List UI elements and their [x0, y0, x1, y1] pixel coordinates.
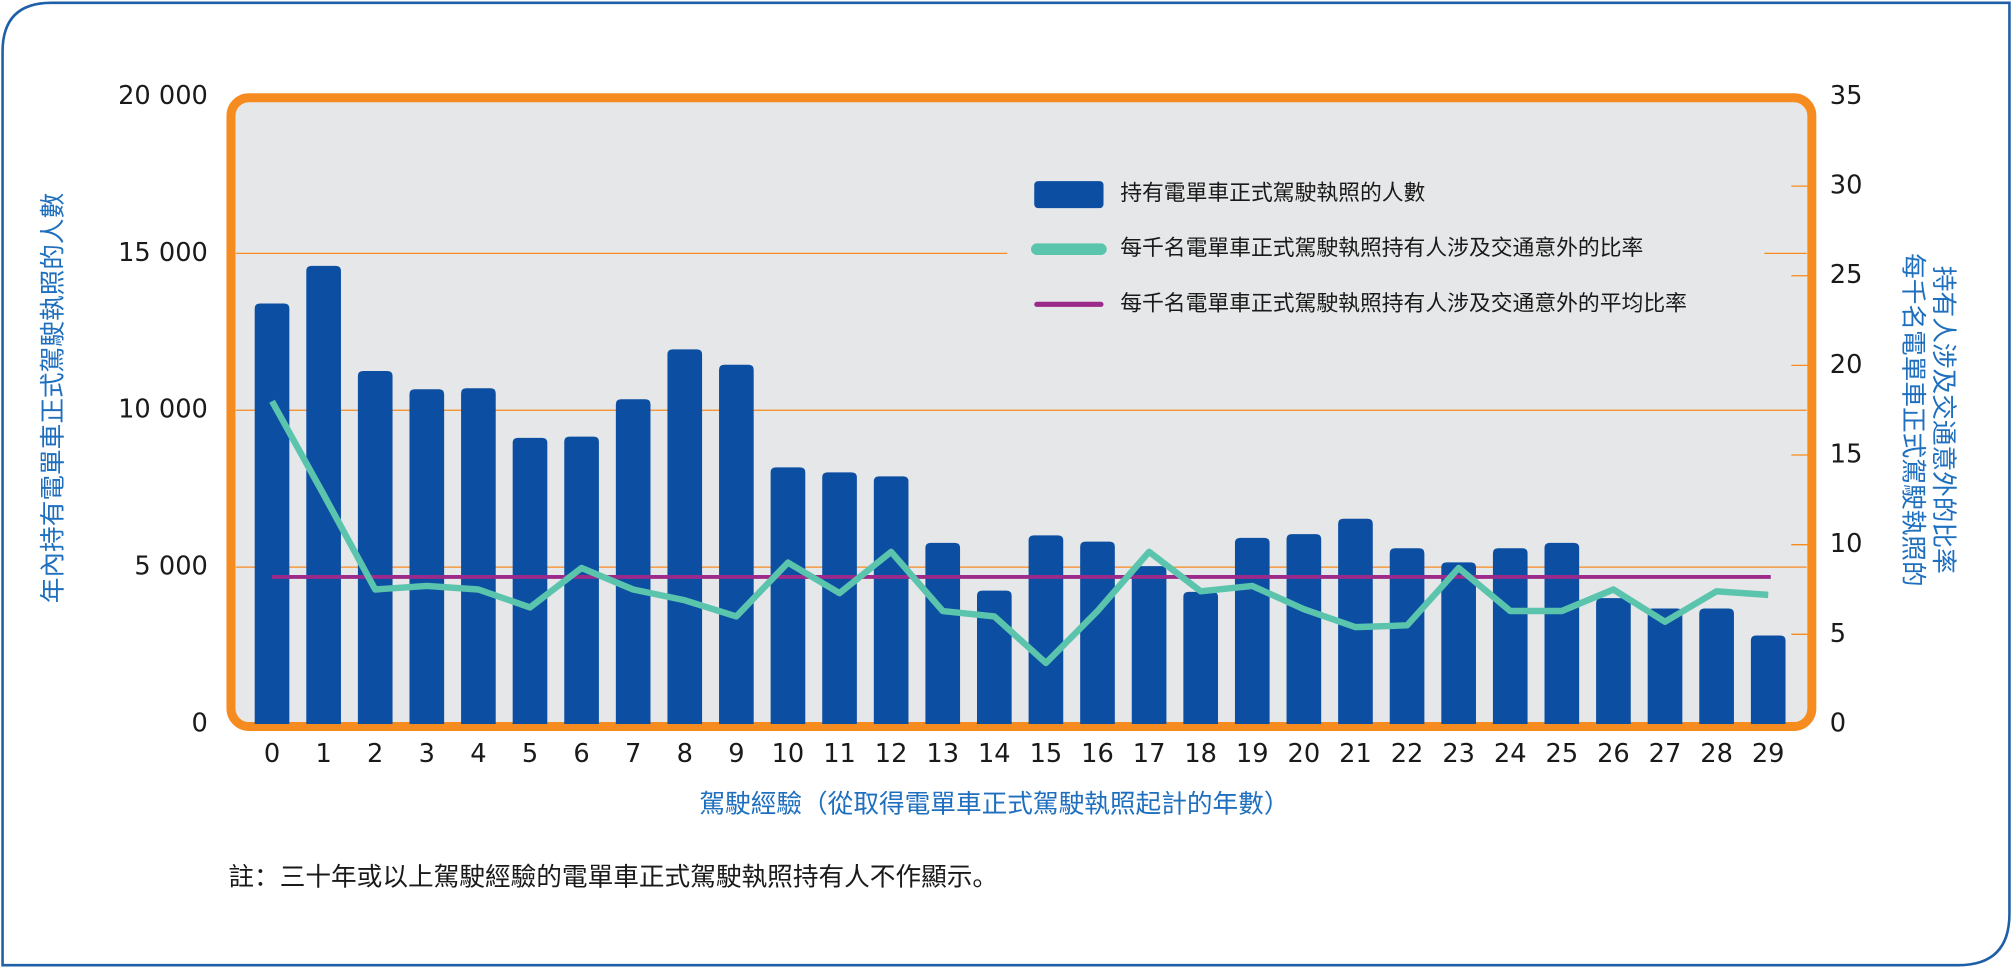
- x-tick-label: 3: [419, 739, 435, 769]
- x-tick-label: 14: [978, 739, 1011, 769]
- bar: [925, 542, 961, 724]
- x-tick-label: 12: [875, 739, 908, 769]
- bar: [1080, 541, 1115, 724]
- bar: [1389, 548, 1425, 724]
- x-tick-label: 13: [926, 739, 959, 769]
- legend-swatch: [1034, 181, 1104, 209]
- bar: [1544, 542, 1580, 724]
- bar: [409, 389, 445, 724]
- x-tick-label: 1: [315, 739, 331, 769]
- y-axis-label: 年內持有電單車正式駕駛執照的人數: [38, 193, 68, 604]
- x-tick-label: 9: [728, 739, 744, 769]
- bar: [564, 436, 599, 724]
- y-tick-label: 0: [192, 708, 208, 738]
- x-tick-label: 27: [1649, 739, 1682, 769]
- x-tick-label: 24: [1494, 739, 1527, 769]
- x-tick-label: 18: [1184, 739, 1217, 769]
- y2-tick-label: 0: [1830, 708, 1846, 738]
- bar: [1286, 534, 1322, 724]
- bar: [461, 388, 496, 724]
- bar: [1234, 537, 1270, 724]
- bar: [1492, 548, 1528, 724]
- bar: [1647, 608, 1683, 724]
- y2-tick-label: 10: [1830, 529, 1863, 559]
- bar: [1441, 562, 1476, 724]
- x-axis-label: 駕駛經驗（從取得電單車正式駕駛執照起計的年數）: [699, 789, 1289, 819]
- legend-label: 持有電單車正式駕駛執照的人數: [1120, 181, 1425, 206]
- legend-label: 每千名電單車正式駕駛執照持有人涉及交通意外的平均比率: [1120, 291, 1687, 316]
- bar: [719, 364, 754, 724]
- x-tick-label: 5: [522, 739, 538, 769]
- y2-tick-label: 35: [1830, 81, 1863, 111]
- x-tick-label: 10: [772, 739, 805, 769]
- x-tick-label: 16: [1081, 739, 1114, 769]
- y-tick-label: 10 000: [118, 395, 208, 425]
- bar: [1028, 535, 1064, 724]
- y-tick-label: 5 000: [134, 552, 207, 582]
- x-tick-label: 17: [1133, 739, 1166, 769]
- x-tick-label: 23: [1442, 739, 1475, 769]
- legend-box: [1007, 164, 1765, 329]
- x-tick-label: 26: [1597, 739, 1630, 769]
- x-tick-label: 6: [573, 739, 589, 769]
- note: 註：三十年或以上駕駛經驗的電單車正式駕駛執照持有人不作顯示。: [228, 862, 998, 892]
- bar: [615, 399, 651, 724]
- y2-tick-label: 20: [1830, 350, 1863, 380]
- x-tick-label: 8: [677, 739, 693, 769]
- y2-tick-label: 30: [1830, 171, 1863, 201]
- bar: [976, 590, 1012, 724]
- bar: [1699, 608, 1734, 724]
- y2-axis-label: 持有人涉及交通意外的比率: [1928, 266, 1958, 574]
- bar: [254, 303, 290, 724]
- x-tick-label: 20: [1288, 739, 1321, 769]
- y2-tick-label: 15: [1830, 440, 1863, 470]
- x-tick-label: 7: [625, 739, 641, 769]
- x-tick-label: 15: [1030, 739, 1063, 769]
- bar: [1131, 566, 1167, 724]
- y2-tick-label: 5: [1830, 619, 1846, 649]
- bar: [822, 472, 857, 724]
- bar: [357, 371, 393, 724]
- y2-tick-label: 25: [1830, 260, 1863, 290]
- bar: [873, 476, 909, 724]
- x-tick-label: 2: [367, 739, 383, 769]
- x-tick-label: 25: [1546, 739, 1579, 769]
- bar: [770, 467, 806, 724]
- y2-axis-label: 每千名電單車正式駕駛執照的: [1897, 253, 1927, 587]
- x-tick-label: 19: [1236, 739, 1269, 769]
- bar: [667, 349, 703, 724]
- x-tick-label: 22: [1391, 739, 1424, 769]
- x-tick-label: 29: [1752, 739, 1785, 769]
- bar: [1183, 591, 1219, 724]
- x-tick-label: 4: [470, 739, 486, 769]
- bar: [1596, 598, 1631, 724]
- x-tick-label: 21: [1339, 739, 1372, 769]
- y-tick-label: 15 000: [118, 238, 208, 268]
- x-tick-label: 0: [264, 739, 280, 769]
- x-tick-label: 11: [823, 739, 856, 769]
- bar: [1750, 635, 1786, 724]
- line: [269, 399, 1769, 667]
- bar: [512, 437, 548, 724]
- x-tick-label: 28: [1700, 739, 1733, 769]
- legend-label: 每千名電單車正式駕駛執照持有人涉及交通意外的比率: [1120, 236, 1643, 261]
- y-tick-label: 20 000: [118, 81, 208, 111]
- bar: [1338, 518, 1373, 724]
